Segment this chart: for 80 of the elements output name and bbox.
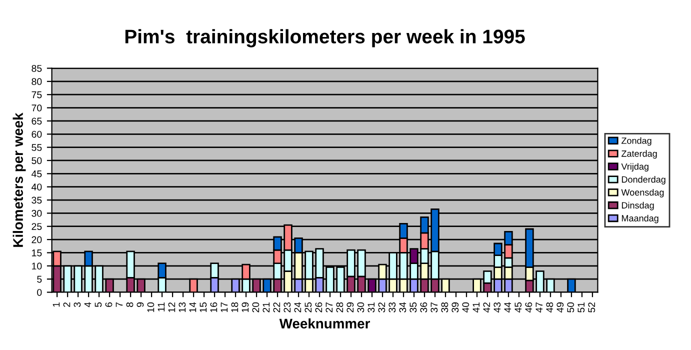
x-tick-label: 11 <box>158 302 165 312</box>
x-tick-label: 47 <box>536 302 542 313</box>
legend-label: Zondag <box>622 137 652 146</box>
x-tick-label: 29 <box>346 302 354 312</box>
x-tick-label: 42 <box>483 302 490 313</box>
x-tick-label: 32 <box>378 302 386 312</box>
x-tick-label: 7 <box>116 302 123 307</box>
y-tick-label: 25 <box>32 223 42 230</box>
y-axis-title: Kilometers per week <box>12 112 26 247</box>
x-tick-label: 4 <box>84 302 92 308</box>
x-tick-label: 6 <box>105 302 112 307</box>
x-tick-label: 24 <box>294 302 302 312</box>
y-tick-label: 60 <box>32 130 42 138</box>
y-tick-label: 65 <box>32 118 42 125</box>
x-tick-label: 28 <box>336 302 344 312</box>
legend-label: Donderdag <box>622 176 666 184</box>
x-tick-label: 45 <box>514 302 522 313</box>
y-tick-label: 5 <box>37 276 42 283</box>
y-tick-label: 0 <box>37 288 42 296</box>
x-tick-label: 21 <box>262 302 270 312</box>
x-tick-label: 19 <box>242 302 249 312</box>
x-tick-label: 30 <box>357 302 364 312</box>
x-tick-label: 39 <box>452 302 459 312</box>
x-tick-label: 41 <box>472 302 480 313</box>
x-tick-label: 5 <box>94 302 102 307</box>
x-tick-label: 27 <box>326 302 333 312</box>
x-tick-label: 13 <box>178 302 186 312</box>
y-tick-label: 55 <box>32 144 42 151</box>
x-tick-label: 23 <box>284 302 291 312</box>
x-tick-label: 18 <box>231 302 238 312</box>
x-tick-label: 38 <box>441 302 448 312</box>
x-tick-label: 20 <box>252 302 260 312</box>
x-tick-label: 35 <box>410 302 417 312</box>
x-tick-label: 2 <box>63 302 70 307</box>
x-tick-label: 51 <box>578 302 585 312</box>
y-tick-label: 40 <box>32 184 42 190</box>
y-tick-label: 70 <box>32 104 42 112</box>
y-tick-label: 10 <box>32 262 42 270</box>
y-tick-label: 80 <box>32 78 42 86</box>
x-tick-label: 12 <box>168 302 176 312</box>
legend-label: Vrijdag <box>621 163 648 172</box>
x-tick-label: 14 <box>189 302 196 312</box>
x-tick-label: 26 <box>315 302 322 312</box>
x-tick-label: 34 <box>399 302 406 312</box>
x-tick-label: 52 <box>588 302 596 312</box>
x-tick-label: 49 <box>556 302 564 313</box>
y-tick-label: 75 <box>32 91 42 98</box>
x-tick-label: 37 <box>430 302 438 312</box>
x-tick-label: 3 <box>74 302 81 308</box>
x-tick-label: 25 <box>304 302 312 312</box>
x-tick-label: 31 <box>368 302 375 312</box>
x-tick-label: 8 <box>126 302 134 307</box>
x-axis-title: Weeknummer <box>279 318 370 329</box>
x-tick-label: 16 <box>210 302 218 312</box>
x-tick-label: 36 <box>420 302 428 312</box>
legend-label: Dinsdag <box>622 202 654 210</box>
y-tick-label: 85 <box>32 64 42 72</box>
x-tick-label: 46 <box>525 302 532 313</box>
y-tick-label: 15 <box>32 250 42 256</box>
x-tick-label: 17 <box>220 302 228 312</box>
y-tick-label: 30 <box>32 210 42 217</box>
x-tick-label: 48 <box>546 302 554 313</box>
chart-title: Pim's trainingskilometers per week in 1995 <box>125 29 525 48</box>
x-tick-label: 9 <box>136 302 144 307</box>
y-tick-label: 20 <box>32 236 42 244</box>
x-tick-label: 33 <box>388 302 396 312</box>
x-tick-label: 22 <box>273 302 280 312</box>
y-tick-label: 45 <box>32 170 42 178</box>
legend-label: Woensdag <box>621 188 664 198</box>
legend-label: Zaterdag <box>622 150 657 159</box>
x-tick-label: 43 <box>494 302 501 313</box>
legend-label: Maandag <box>622 214 658 224</box>
y-tick-label: 35 <box>32 196 42 204</box>
x-tick-label: 10 <box>147 302 154 312</box>
x-tick-label: 1 <box>52 302 60 307</box>
x-tick-label: 40 <box>462 302 470 313</box>
x-tick-label: 44 <box>504 302 511 313</box>
x-tick-label: 15 <box>200 302 207 312</box>
y-tick-label: 50 <box>32 157 42 164</box>
x-tick-label: 50 <box>567 302 574 312</box>
